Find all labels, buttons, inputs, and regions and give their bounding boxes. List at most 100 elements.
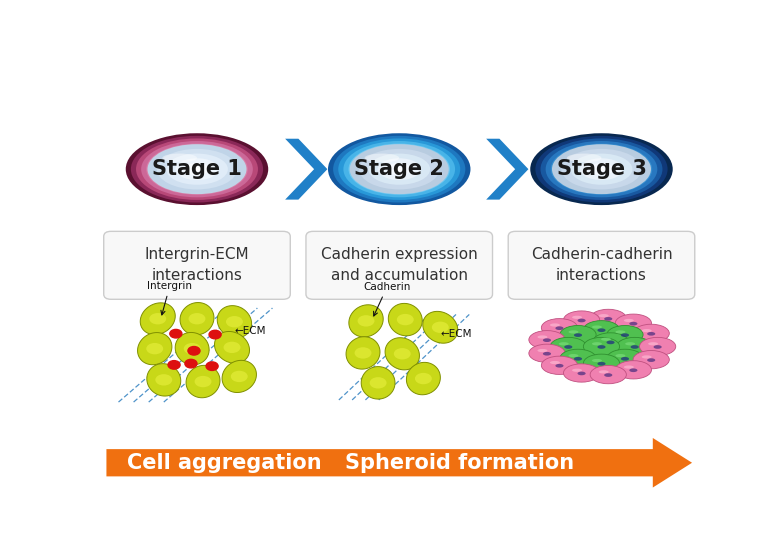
- Ellipse shape: [378, 158, 421, 180]
- Ellipse shape: [631, 345, 639, 349]
- Polygon shape: [138, 332, 172, 365]
- Ellipse shape: [155, 374, 172, 386]
- Ellipse shape: [574, 357, 582, 361]
- Ellipse shape: [607, 341, 615, 344]
- Ellipse shape: [647, 359, 655, 362]
- Ellipse shape: [615, 361, 651, 379]
- Polygon shape: [217, 306, 252, 338]
- Polygon shape: [486, 139, 528, 200]
- Ellipse shape: [397, 314, 414, 325]
- Text: ←ECM: ←ECM: [234, 326, 266, 336]
- Ellipse shape: [607, 326, 643, 344]
- FancyBboxPatch shape: [508, 231, 695, 299]
- Ellipse shape: [550, 324, 560, 326]
- Ellipse shape: [615, 354, 626, 357]
- Ellipse shape: [147, 144, 246, 194]
- Ellipse shape: [162, 154, 197, 162]
- Ellipse shape: [538, 335, 548, 339]
- Ellipse shape: [598, 168, 605, 171]
- Ellipse shape: [564, 345, 573, 349]
- Circle shape: [209, 330, 221, 339]
- Ellipse shape: [175, 158, 219, 180]
- FancyBboxPatch shape: [104, 231, 291, 299]
- Text: Cadherin expression
and accumulation: Cadherin expression and accumulation: [321, 248, 478, 283]
- Circle shape: [168, 361, 180, 369]
- FancyBboxPatch shape: [306, 231, 492, 299]
- Ellipse shape: [648, 342, 658, 345]
- Ellipse shape: [552, 144, 651, 194]
- Ellipse shape: [597, 329, 605, 332]
- Ellipse shape: [640, 337, 675, 356]
- Polygon shape: [361, 367, 395, 399]
- Ellipse shape: [633, 324, 669, 342]
- Polygon shape: [107, 438, 692, 487]
- Text: Cell aggregation: Cell aggregation: [127, 453, 322, 473]
- Polygon shape: [385, 337, 419, 370]
- Ellipse shape: [344, 141, 455, 198]
- Ellipse shape: [368, 154, 430, 185]
- Ellipse shape: [350, 144, 449, 194]
- Ellipse shape: [615, 330, 626, 334]
- Text: Stage 3: Stage 3: [556, 159, 647, 179]
- Ellipse shape: [157, 149, 237, 189]
- Ellipse shape: [550, 337, 587, 356]
- Ellipse shape: [545, 141, 657, 198]
- Ellipse shape: [563, 311, 600, 329]
- Ellipse shape: [629, 369, 637, 372]
- Ellipse shape: [359, 149, 439, 189]
- Ellipse shape: [338, 138, 460, 200]
- Ellipse shape: [577, 319, 586, 322]
- Ellipse shape: [530, 133, 673, 205]
- Ellipse shape: [592, 359, 602, 362]
- Text: Stage 2: Stage 2: [354, 159, 444, 179]
- Ellipse shape: [605, 374, 612, 377]
- Ellipse shape: [551, 144, 652, 195]
- Polygon shape: [285, 139, 327, 200]
- Polygon shape: [146, 364, 181, 396]
- Ellipse shape: [185, 163, 210, 175]
- Ellipse shape: [560, 349, 596, 367]
- Ellipse shape: [607, 349, 643, 367]
- Polygon shape: [346, 337, 380, 369]
- Ellipse shape: [589, 163, 614, 175]
- Text: ←ECM: ←ECM: [440, 329, 472, 339]
- Ellipse shape: [529, 331, 565, 349]
- Polygon shape: [175, 332, 209, 365]
- Circle shape: [206, 362, 218, 370]
- Ellipse shape: [592, 333, 629, 351]
- Ellipse shape: [574, 334, 582, 337]
- Polygon shape: [214, 331, 249, 364]
- Ellipse shape: [125, 133, 268, 205]
- Ellipse shape: [599, 370, 608, 374]
- Ellipse shape: [583, 337, 619, 356]
- Ellipse shape: [194, 168, 200, 171]
- Ellipse shape: [555, 326, 563, 330]
- Ellipse shape: [224, 342, 241, 353]
- Ellipse shape: [541, 138, 662, 200]
- Ellipse shape: [541, 356, 577, 375]
- Ellipse shape: [529, 344, 565, 362]
- Ellipse shape: [580, 158, 623, 180]
- Polygon shape: [407, 362, 440, 395]
- Ellipse shape: [569, 330, 579, 334]
- Polygon shape: [180, 302, 214, 335]
- Text: Cadherin-cadherin
interactions: Cadherin-cadherin interactions: [530, 248, 672, 283]
- Ellipse shape: [590, 309, 626, 327]
- Ellipse shape: [195, 376, 211, 387]
- Ellipse shape: [535, 136, 668, 203]
- Ellipse shape: [615, 314, 651, 332]
- Ellipse shape: [654, 345, 661, 349]
- Ellipse shape: [592, 342, 602, 345]
- Text: Intergrin: Intergrin: [147, 281, 192, 315]
- Ellipse shape: [328, 133, 471, 205]
- Ellipse shape: [541, 319, 577, 337]
- Ellipse shape: [189, 313, 206, 325]
- Ellipse shape: [624, 366, 634, 369]
- Ellipse shape: [141, 141, 253, 198]
- Text: Stage 1: Stage 1: [152, 159, 242, 179]
- Ellipse shape: [562, 149, 642, 189]
- Ellipse shape: [358, 315, 375, 326]
- Ellipse shape: [569, 354, 579, 357]
- Ellipse shape: [150, 313, 166, 325]
- Ellipse shape: [559, 342, 569, 345]
